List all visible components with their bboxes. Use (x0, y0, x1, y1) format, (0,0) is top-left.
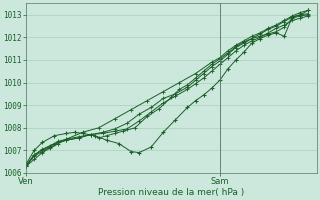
X-axis label: Pression niveau de la mer( hPa ): Pression niveau de la mer( hPa ) (98, 188, 244, 197)
